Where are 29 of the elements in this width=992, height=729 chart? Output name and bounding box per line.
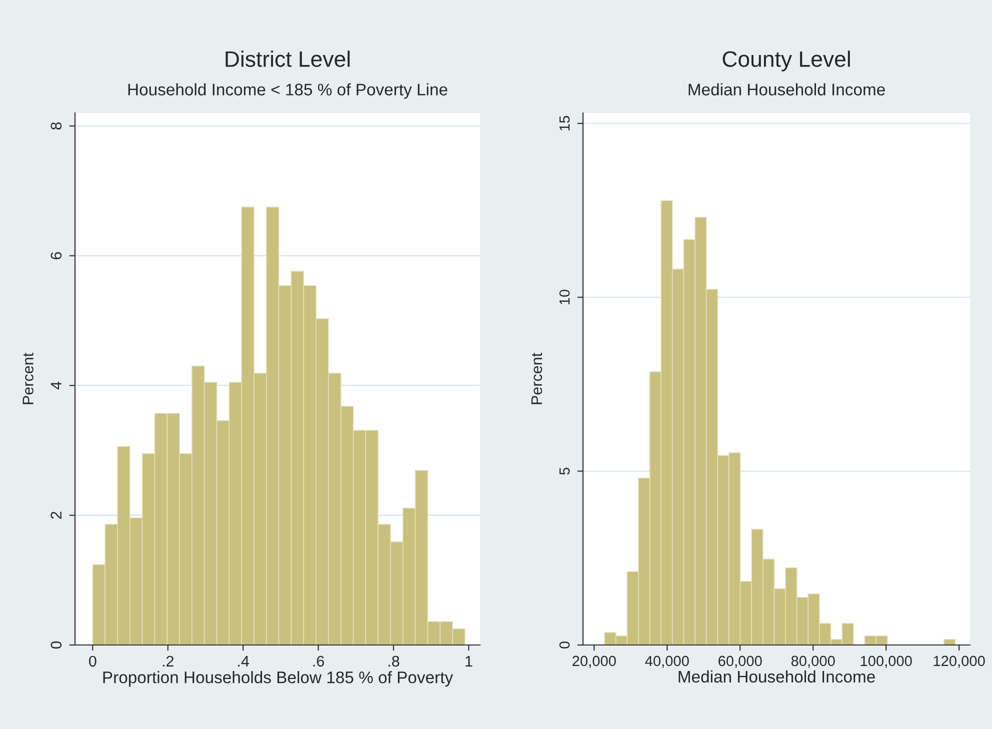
y-axis-title: Percent: [531, 352, 542, 404]
y-tick-label: 4: [50, 382, 62, 390]
x-tick-label: .4: [238, 656, 250, 666]
x-tick-label: 40,000: [645, 656, 689, 668]
x-tick-label: 60,000: [718, 656, 762, 668]
y-axis-title: Percent: [22, 352, 34, 404]
chart-title: District Level: [226, 50, 350, 67]
y-tick-label: 6: [50, 252, 62, 260]
chart-subtitle: Household Income < 185 % of Poverty Line: [128, 83, 448, 99]
x-tick-label: 1: [466, 656, 472, 666]
x-tick-label: .2: [162, 656, 174, 666]
y-tick-label: 2: [50, 512, 62, 519]
x-tick-label: .6: [313, 656, 324, 667]
x-tick-label: 20,000: [572, 656, 616, 668]
y-tick-label: 8: [50, 122, 62, 130]
y-tick-label: 10: [559, 290, 570, 304]
x-tick-label: 120,000: [934, 656, 985, 668]
x-tick-label: 0: [89, 656, 96, 667]
x-tick-label: .8: [388, 656, 400, 667]
y-tick-label: 0: [50, 641, 62, 649]
x-axis-title: Median Household Income: [678, 670, 875, 683]
y-tick-label: 5: [560, 468, 570, 475]
chart-title: County Level: [722, 50, 850, 72]
y-tick-label: 15: [560, 116, 570, 130]
chart-subtitle: Median Household Income: [688, 83, 885, 96]
x-tick-label: 100,000: [860, 656, 912, 668]
x-tick-label: 80,000: [791, 656, 835, 668]
x-axis-title: Proportion Households Below 185 % of Poverty: [103, 671, 454, 687]
y-tick-label: 0: [559, 642, 570, 648]
